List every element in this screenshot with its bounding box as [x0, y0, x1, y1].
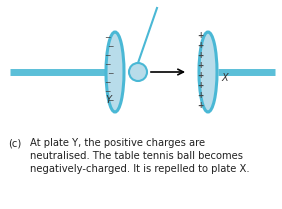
Text: −: − [107, 97, 113, 106]
Ellipse shape [199, 32, 217, 112]
Text: (c): (c) [8, 138, 21, 148]
Text: −: − [104, 60, 110, 70]
Text: −: − [107, 42, 113, 51]
Text: −: − [107, 70, 113, 79]
Text: +: + [197, 32, 203, 41]
Text: +: + [197, 71, 203, 80]
Text: X: X [222, 73, 228, 83]
Text: −: − [104, 79, 110, 88]
Ellipse shape [106, 32, 124, 112]
Text: −: − [104, 51, 110, 60]
Text: negatively-charged. It is repelled to plate X.: negatively-charged. It is repelled to pl… [30, 164, 250, 174]
Text: +: + [197, 42, 203, 51]
Text: −: − [104, 88, 110, 97]
Text: +: + [197, 92, 203, 101]
Circle shape [129, 63, 147, 81]
Text: +: + [197, 82, 203, 90]
Text: −: − [104, 33, 110, 42]
Text: neutralised. The table tennis ball becomes: neutralised. The table tennis ball becom… [30, 151, 243, 161]
Text: +: + [197, 102, 203, 111]
Text: +: + [197, 61, 203, 70]
Text: At plate Y, the positive charges are: At plate Y, the positive charges are [30, 138, 205, 148]
Text: +: + [197, 51, 203, 60]
Text: Y: Y [105, 95, 111, 105]
